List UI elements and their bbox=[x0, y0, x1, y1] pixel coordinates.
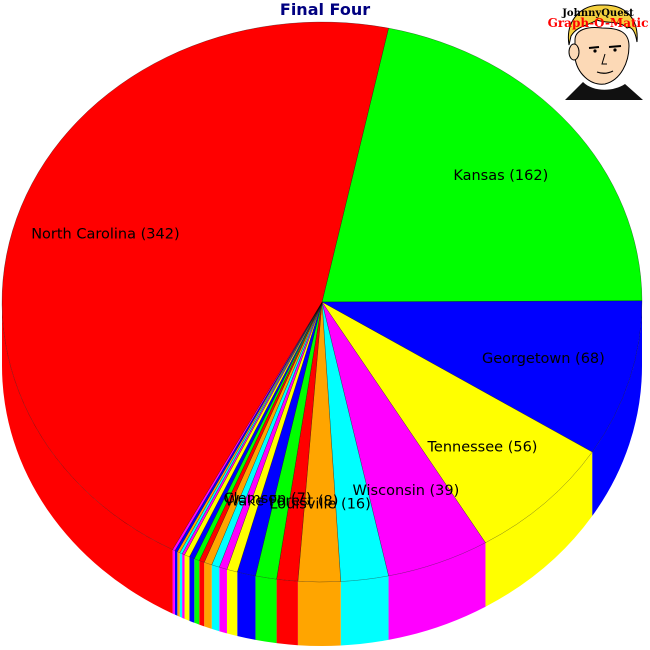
pie-slice-kansas bbox=[321, 27, 643, 303]
label-tennessee: Tennessee (56) bbox=[427, 440, 538, 456]
pie-side-slice-17 bbox=[182, 553, 185, 619]
pie-side-wake-forest bbox=[255, 575, 277, 644]
svg-text:Graph-O-Matic: Graph-O-Matic bbox=[548, 16, 649, 30]
pie-side-slice-16 bbox=[184, 554, 190, 621]
svg-text:JohnnyQuest: JohnnyQuest bbox=[561, 8, 634, 19]
pie-side-slice-18 bbox=[179, 552, 183, 618]
label-georgetown: Georgetown (68) bbox=[482, 351, 605, 367]
pie-side-wall bbox=[2, 302, 642, 646]
pie-side-slice-15 bbox=[189, 556, 195, 623]
pie-top-face bbox=[1, 21, 643, 583]
pie-slice-tennessee bbox=[321, 301, 593, 543]
johnnyquest-logo: JohnnyQuest Graph-O-Matic bbox=[547, 0, 650, 100]
label-louisville: Louisville (16) bbox=[269, 497, 370, 513]
pie-side-slice-9 bbox=[226, 569, 238, 636]
label-north-carolina: North Carolina (342) bbox=[31, 226, 179, 242]
pie-side-slice-21 bbox=[172, 549, 175, 615]
label-wake-forest: Wake Forest (8) bbox=[225, 494, 338, 510]
pie-side-georgetown bbox=[592, 302, 642, 517]
label-wisconsin: Wisconsin (39) bbox=[353, 483, 460, 499]
pie-side-slice-4 bbox=[340, 575, 389, 646]
pie-side-north-carolina bbox=[2, 302, 173, 614]
pie-side-slice-20 bbox=[174, 550, 178, 616]
pie-side-slice-14 bbox=[194, 558, 200, 625]
pie-side-slice-12 bbox=[204, 562, 212, 629]
pie-side-slice-6 bbox=[276, 579, 298, 646]
pie-side-slice-19 bbox=[177, 551, 180, 617]
pie-side-clemson bbox=[237, 571, 256, 640]
pie-side-slice-13 bbox=[199, 560, 205, 627]
pie-side-wisconsin bbox=[388, 542, 486, 640]
chart-title: Final Four bbox=[279, 0, 371, 19]
label-kansas: Kansas (162) bbox=[453, 168, 548, 184]
label-clemson: Clemson (7) bbox=[224, 491, 312, 507]
pie-slice-north-carolina bbox=[1, 21, 389, 550]
pie-labels: Kansas (162) Georgetown (68) Tennessee (56… bbox=[31, 168, 605, 513]
pie-side-slice-11 bbox=[211, 564, 220, 632]
pie-side-slice-10 bbox=[219, 567, 227, 634]
pie-slice-georgetown bbox=[321, 300, 643, 453]
pie-side-tennessee bbox=[485, 452, 593, 607]
pie-side-louisville bbox=[297, 581, 341, 646]
